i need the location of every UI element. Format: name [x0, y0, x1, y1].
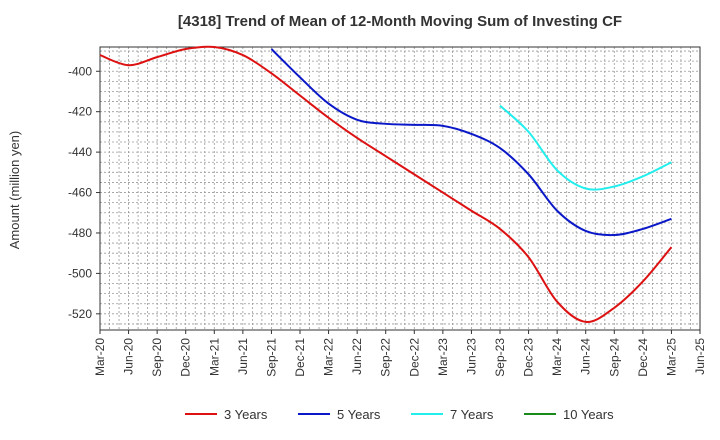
x-tick-label: Dec-22 — [407, 338, 421, 377]
x-tick-label: Jun-20 — [122, 338, 136, 375]
y-axis-label: Amount (million yen) — [7, 131, 22, 250]
x-tick-label: Jun-24 — [579, 338, 593, 375]
plot-area — [99, 46, 701, 331]
x-tick-label: Sep-23 — [493, 338, 507, 377]
x-tick-label: Dec-23 — [522, 338, 536, 377]
x-tick-label: Mar-23 — [436, 338, 450, 376]
x-tick-label: Sep-22 — [379, 338, 393, 377]
legend-label-10-years: 10 Years — [563, 407, 614, 422]
x-tick-label: Mar-20 — [93, 338, 107, 376]
series-group — [99, 45, 673, 323]
x-tick-label: Dec-20 — [179, 338, 193, 377]
legend-label-5-years: 5 Years — [337, 407, 381, 422]
y-tick-label: -440 — [68, 145, 92, 159]
series-line-5-years — [270, 48, 672, 237]
x-tick-label: Dec-21 — [293, 338, 307, 377]
x-tick-label: Jun-23 — [464, 338, 478, 375]
legend: 3 Years 5 Years 7 Years 10 Years — [185, 407, 614, 422]
legend-label-7-years: 7 Years — [450, 407, 494, 422]
x-tick-label: Mar-21 — [207, 338, 221, 376]
x-tick-label: Mar-25 — [664, 338, 678, 376]
x-tick-label: Sep-24 — [607, 338, 621, 377]
chart-title: [4318] Trend of Mean of 12-Month Moving … — [178, 13, 622, 30]
x-axis: Mar-20 Jun-20 Sep-20 Dec-20 Mar-21 Jun-21 Sep-… — [93, 330, 707, 377]
x-tick-label: Mar-24 — [550, 338, 564, 376]
y-tick-label: -460 — [68, 186, 92, 200]
series-line-3-years — [99, 45, 673, 323]
x-tick-label: Jun-22 — [350, 338, 364, 375]
x-tick-label: Jun-25 — [693, 338, 707, 375]
x-tick-label: Dec-24 — [636, 338, 650, 377]
y-tick-label: -400 — [68, 64, 92, 78]
y-tick-label: -480 — [68, 226, 92, 240]
y-tick-label: -420 — [68, 105, 92, 119]
y-tick-label: -520 — [68, 307, 92, 321]
y-tick-label: -500 — [68, 266, 92, 280]
x-tick-label: Sep-20 — [150, 338, 164, 377]
grid — [100, 47, 700, 330]
y-axis: -400 -420 -440 -460 -480 -500 -520 — [68, 64, 100, 321]
x-tick-label: Mar-22 — [322, 338, 336, 376]
x-tick-label: Jun-21 — [236, 338, 250, 375]
series-line-7-years — [499, 104, 672, 191]
x-tick-label: Sep-21 — [264, 338, 278, 377]
legend-label-3-years: 3 Years — [224, 407, 268, 422]
